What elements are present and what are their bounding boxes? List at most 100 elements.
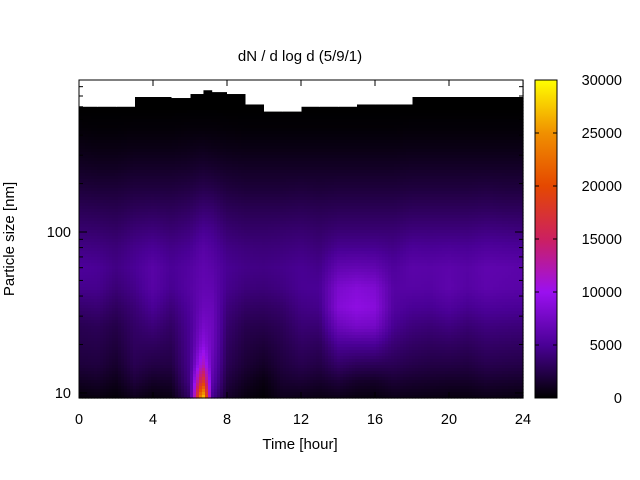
heatmap-cell xyxy=(184,179,188,183)
heatmap-cell xyxy=(169,308,173,312)
heatmap-cell xyxy=(157,140,161,144)
heatmap-cell xyxy=(202,299,206,303)
heatmap-cell xyxy=(100,380,104,384)
heatmap-cell xyxy=(130,134,134,138)
heatmap-cell xyxy=(127,158,131,162)
heatmap-cell xyxy=(202,122,206,126)
heatmap-cell xyxy=(145,329,149,333)
heatmap-cell xyxy=(136,194,140,198)
heatmap-cell xyxy=(175,149,179,153)
heatmap-cell xyxy=(160,149,164,153)
heatmap-cell xyxy=(91,131,95,135)
heatmap-cell xyxy=(151,98,155,102)
heatmap-cell xyxy=(106,173,110,177)
heatmap-cell xyxy=(160,215,164,219)
heatmap-cell xyxy=(163,221,167,225)
heatmap-cell xyxy=(133,146,137,150)
heatmap-cell xyxy=(184,161,188,165)
heatmap-cell xyxy=(202,287,206,291)
heatmap-cell xyxy=(205,383,209,387)
heatmap-cell xyxy=(121,242,125,246)
heatmap-cell xyxy=(187,365,191,369)
heatmap-cell xyxy=(190,290,194,294)
heatmap-cell xyxy=(91,161,95,165)
heatmap-cell xyxy=(124,395,128,399)
heatmap-cell xyxy=(193,329,197,333)
heatmap-cell xyxy=(97,290,101,294)
heatmap-cell xyxy=(115,347,119,351)
heatmap-cell xyxy=(202,134,206,138)
heatmap-cell xyxy=(151,194,155,198)
heatmap-cell xyxy=(154,161,158,165)
heatmap-cell xyxy=(199,362,203,366)
heatmap-cell xyxy=(115,146,119,150)
heatmap-cell xyxy=(82,203,86,207)
heatmap-cell xyxy=(106,317,110,321)
heatmap-cell xyxy=(88,260,92,264)
heatmap-cell xyxy=(106,365,110,369)
heatmap-cell xyxy=(142,320,146,324)
heatmap-cell xyxy=(160,146,164,150)
heatmap-cell xyxy=(196,302,200,306)
heatmap-cell xyxy=(121,362,125,366)
heatmap-cell xyxy=(115,365,119,369)
heatmap-cell xyxy=(196,161,200,165)
heatmap-cell xyxy=(139,128,143,132)
heatmap-cell xyxy=(184,116,188,120)
heatmap-cell xyxy=(88,248,92,252)
heatmap-cell xyxy=(148,221,152,225)
heatmap-cell xyxy=(118,221,122,225)
heatmap-cell xyxy=(85,299,89,303)
heatmap-cell xyxy=(136,260,140,264)
heatmap-cell xyxy=(130,296,134,300)
heatmap-cell xyxy=(175,215,179,219)
heatmap-cell xyxy=(127,275,131,279)
heatmap-cell xyxy=(91,191,95,195)
heatmap-cell xyxy=(166,302,170,306)
heatmap-cell xyxy=(166,209,170,213)
heatmap-cell xyxy=(190,254,194,258)
heatmap-cell xyxy=(97,218,101,222)
heatmap-cell xyxy=(94,248,98,252)
heatmap-cell xyxy=(142,194,146,198)
heatmap-cell xyxy=(154,215,158,219)
heatmap-cell xyxy=(187,182,191,186)
heatmap-cell xyxy=(193,326,197,330)
heatmap-cell xyxy=(97,314,101,318)
heatmap-cell xyxy=(196,236,200,240)
heatmap-cell xyxy=(133,383,137,387)
heatmap-cell xyxy=(154,293,158,297)
heatmap-cell xyxy=(85,119,89,123)
heatmap-cell xyxy=(133,266,137,270)
heatmap-cell xyxy=(121,356,125,360)
heatmap-cell xyxy=(202,395,206,399)
heatmap-cell xyxy=(91,137,95,141)
heatmap-cell xyxy=(130,353,134,357)
heatmap-cell xyxy=(193,143,197,147)
heatmap-cell xyxy=(166,269,170,273)
heatmap-cell xyxy=(91,170,95,174)
heatmap-cell xyxy=(118,245,122,249)
heatmap-cell xyxy=(94,236,98,240)
heatmap-cell xyxy=(106,287,110,291)
heatmap-cell xyxy=(202,377,206,381)
heatmap-cell xyxy=(196,137,200,141)
heatmap-cell xyxy=(169,389,173,393)
heatmap-cell xyxy=(151,380,155,384)
heatmap-cell xyxy=(121,215,125,219)
heatmap-cell xyxy=(208,233,212,237)
heatmap-cell xyxy=(79,131,83,135)
heatmap-cell xyxy=(196,338,200,342)
heatmap-cell xyxy=(181,335,185,339)
heatmap-cell xyxy=(121,272,125,276)
heatmap-cell xyxy=(211,191,215,195)
heatmap-cell xyxy=(178,152,182,156)
heatmap-cell xyxy=(79,281,83,285)
heatmap-cell xyxy=(202,374,206,378)
heatmap-cell xyxy=(172,293,176,297)
heatmap-cell xyxy=(166,182,170,186)
heatmap-cell xyxy=(112,233,116,237)
heatmap-cell xyxy=(118,299,122,303)
heatmap-cell xyxy=(184,221,188,225)
heatmap-cell xyxy=(169,284,173,288)
